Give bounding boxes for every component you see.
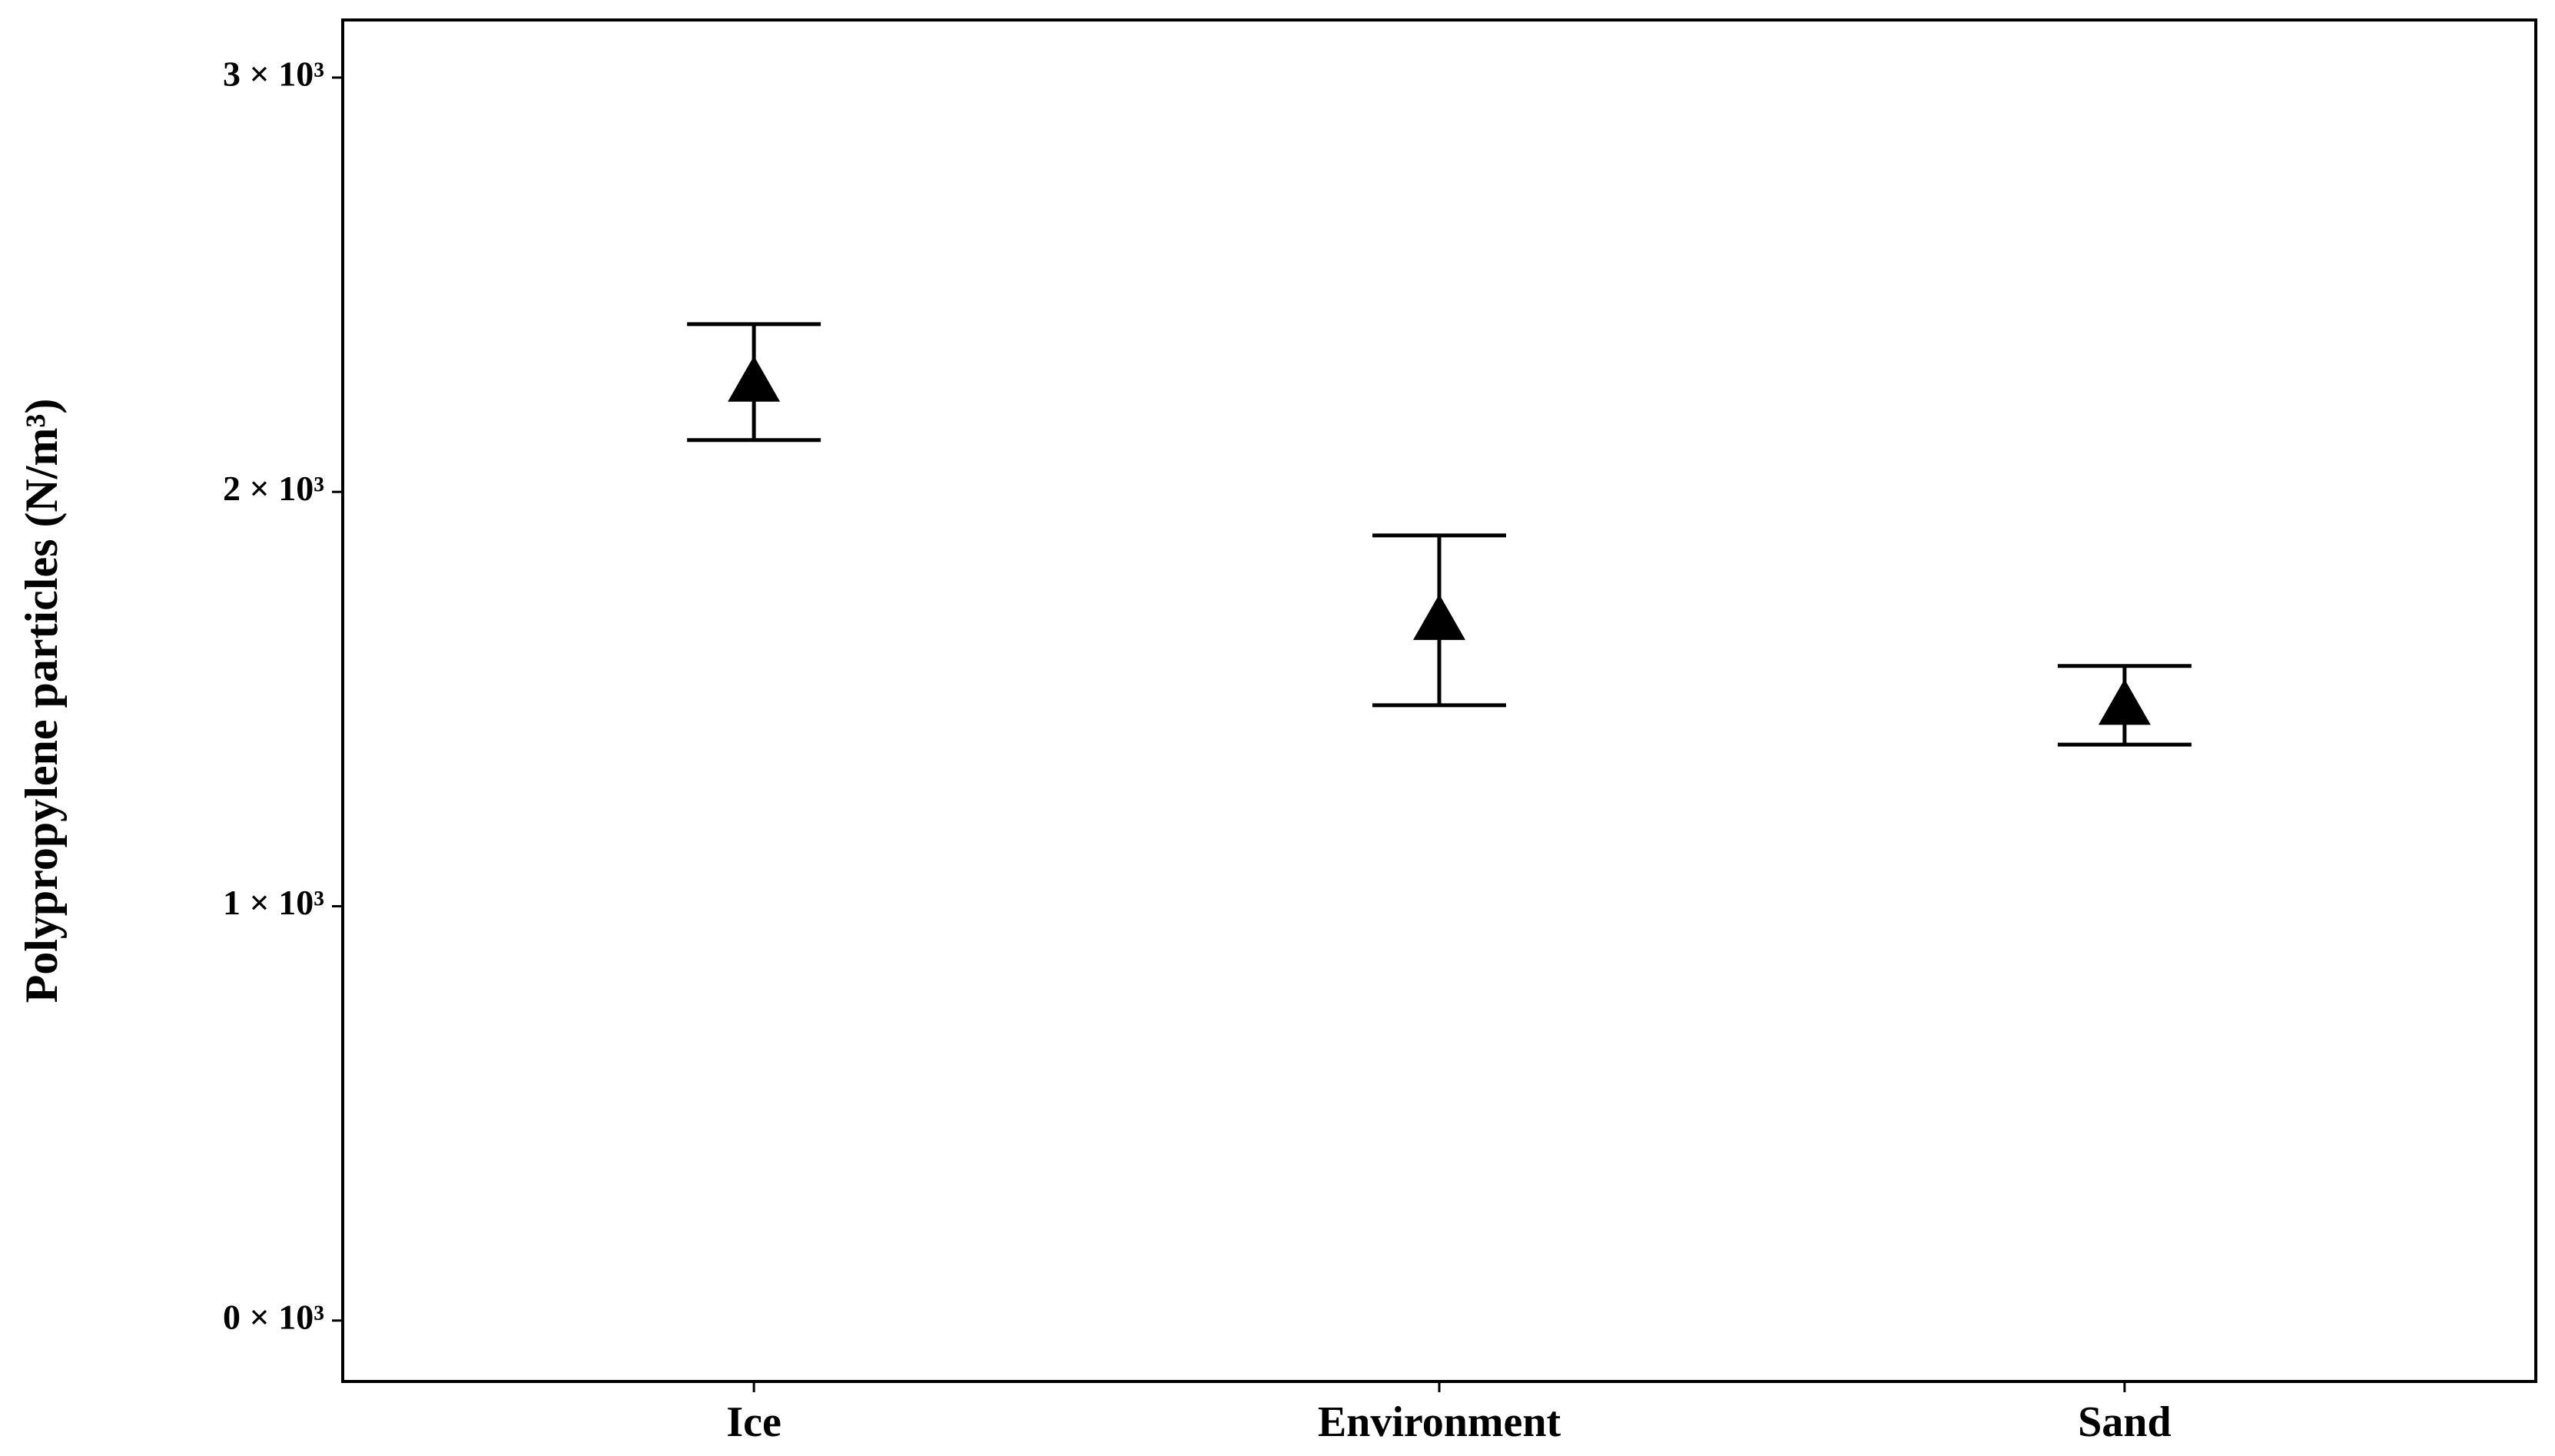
y-axis-label: Polypropylene particles (N/m³) [16,399,67,1003]
x-tick-label: Ice [726,1398,781,1446]
x-tick-label: Environment [1318,1398,1561,1446]
x-tick-label: Sand [2078,1398,2171,1446]
y-tick-label: 0 × 10³ [223,1297,324,1336]
data-point [728,356,781,402]
data-point [2098,678,2151,725]
y-tick-label: 3 × 10³ [223,55,324,94]
y-tick-label: 2 × 10³ [223,469,324,508]
data-point [1413,594,1465,640]
y-tick-label: 1 × 10³ [223,883,324,922]
